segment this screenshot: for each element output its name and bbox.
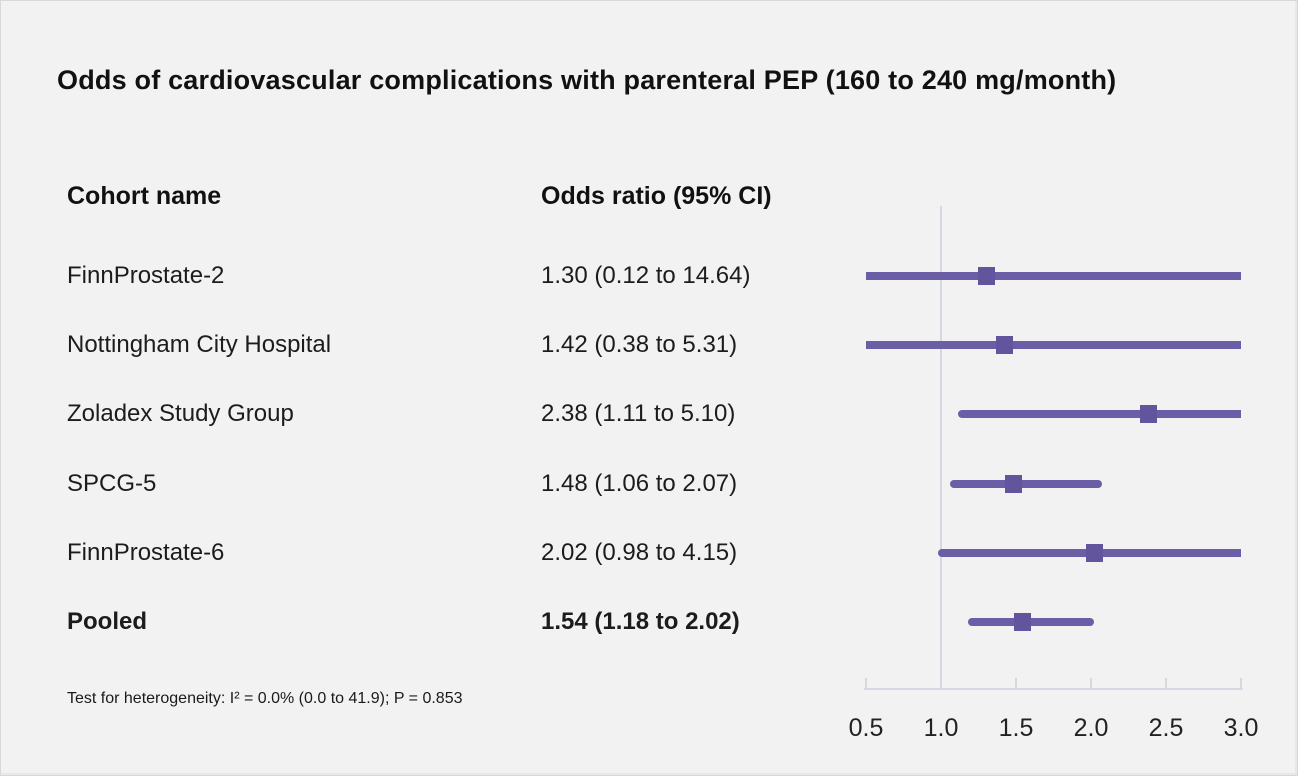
x-axis-tick	[1165, 678, 1167, 688]
column-header-cohort-name: Cohort name	[67, 182, 222, 210]
confidence-interval-line	[950, 479, 1102, 488]
cohort-name: Nottingham City Hospital	[67, 331, 332, 359]
page-title: Odds of cardiovascular complications wit…	[57, 65, 1117, 95]
odds-ratio-value: 1.42 (0.38 to 5.31)	[541, 331, 738, 359]
cohort-name: FinnProstate-6	[67, 538, 225, 566]
x-axis-tick	[1090, 678, 1092, 688]
confidence-interval-line	[866, 272, 1241, 280]
odds-ratio-value: 1.54 (1.18 to 2.02)	[541, 608, 740, 635]
point-estimate-marker	[1013, 613, 1031, 631]
cohort-name: Zoladex Study Group	[67, 400, 294, 428]
point-estimate-marker	[977, 267, 995, 285]
x-axis-tick	[940, 678, 942, 688]
confidence-interval-line	[957, 410, 1241, 419]
x-axis-tick-label: 2.0	[1073, 714, 1109, 742]
x-axis-tick-label: 2.5	[1148, 714, 1184, 742]
x-axis-tick	[1015, 678, 1017, 688]
cohort-name: Pooled	[67, 608, 148, 635]
reference-line-or-1	[940, 206, 942, 690]
heterogeneity-footnote: Test for heterogeneity: I² = 0.0% (0.0 t…	[67, 690, 463, 707]
x-axis-line	[864, 688, 1243, 690]
point-estimate-marker	[995, 336, 1013, 355]
confidence-interval-line	[968, 618, 1094, 626]
column-header-odds-ratio: Odds ratio (95% CI)	[541, 182, 772, 210]
odds-ratio-value: 1.48 (1.06 to 2.07)	[541, 469, 738, 497]
x-axis-tick-label: 3.0	[1223, 714, 1259, 742]
point-estimate-marker	[1004, 474, 1022, 493]
x-axis-tick-label: 1.5	[998, 714, 1034, 742]
x-axis-tick	[1240, 678, 1242, 688]
confidence-interval-line	[866, 341, 1241, 350]
point-estimate-marker	[1085, 543, 1103, 562]
cohort-name: SPCG-5	[67, 469, 157, 497]
x-axis-tick-label: 0.5	[848, 714, 884, 742]
odds-ratio-value: 2.38 (1.11 to 5.10)	[541, 400, 736, 428]
odds-ratio-value: 2.02 (0.98 to 4.15)	[541, 538, 738, 566]
x-axis-tick-label: 1.0	[923, 714, 959, 742]
point-estimate-marker	[1139, 405, 1157, 424]
x-axis-tick	[865, 678, 867, 688]
cohort-name: FinnProstate-2	[67, 262, 225, 289]
odds-ratio-value: 1.30 (0.12 to 14.64)	[541, 262, 751, 289]
